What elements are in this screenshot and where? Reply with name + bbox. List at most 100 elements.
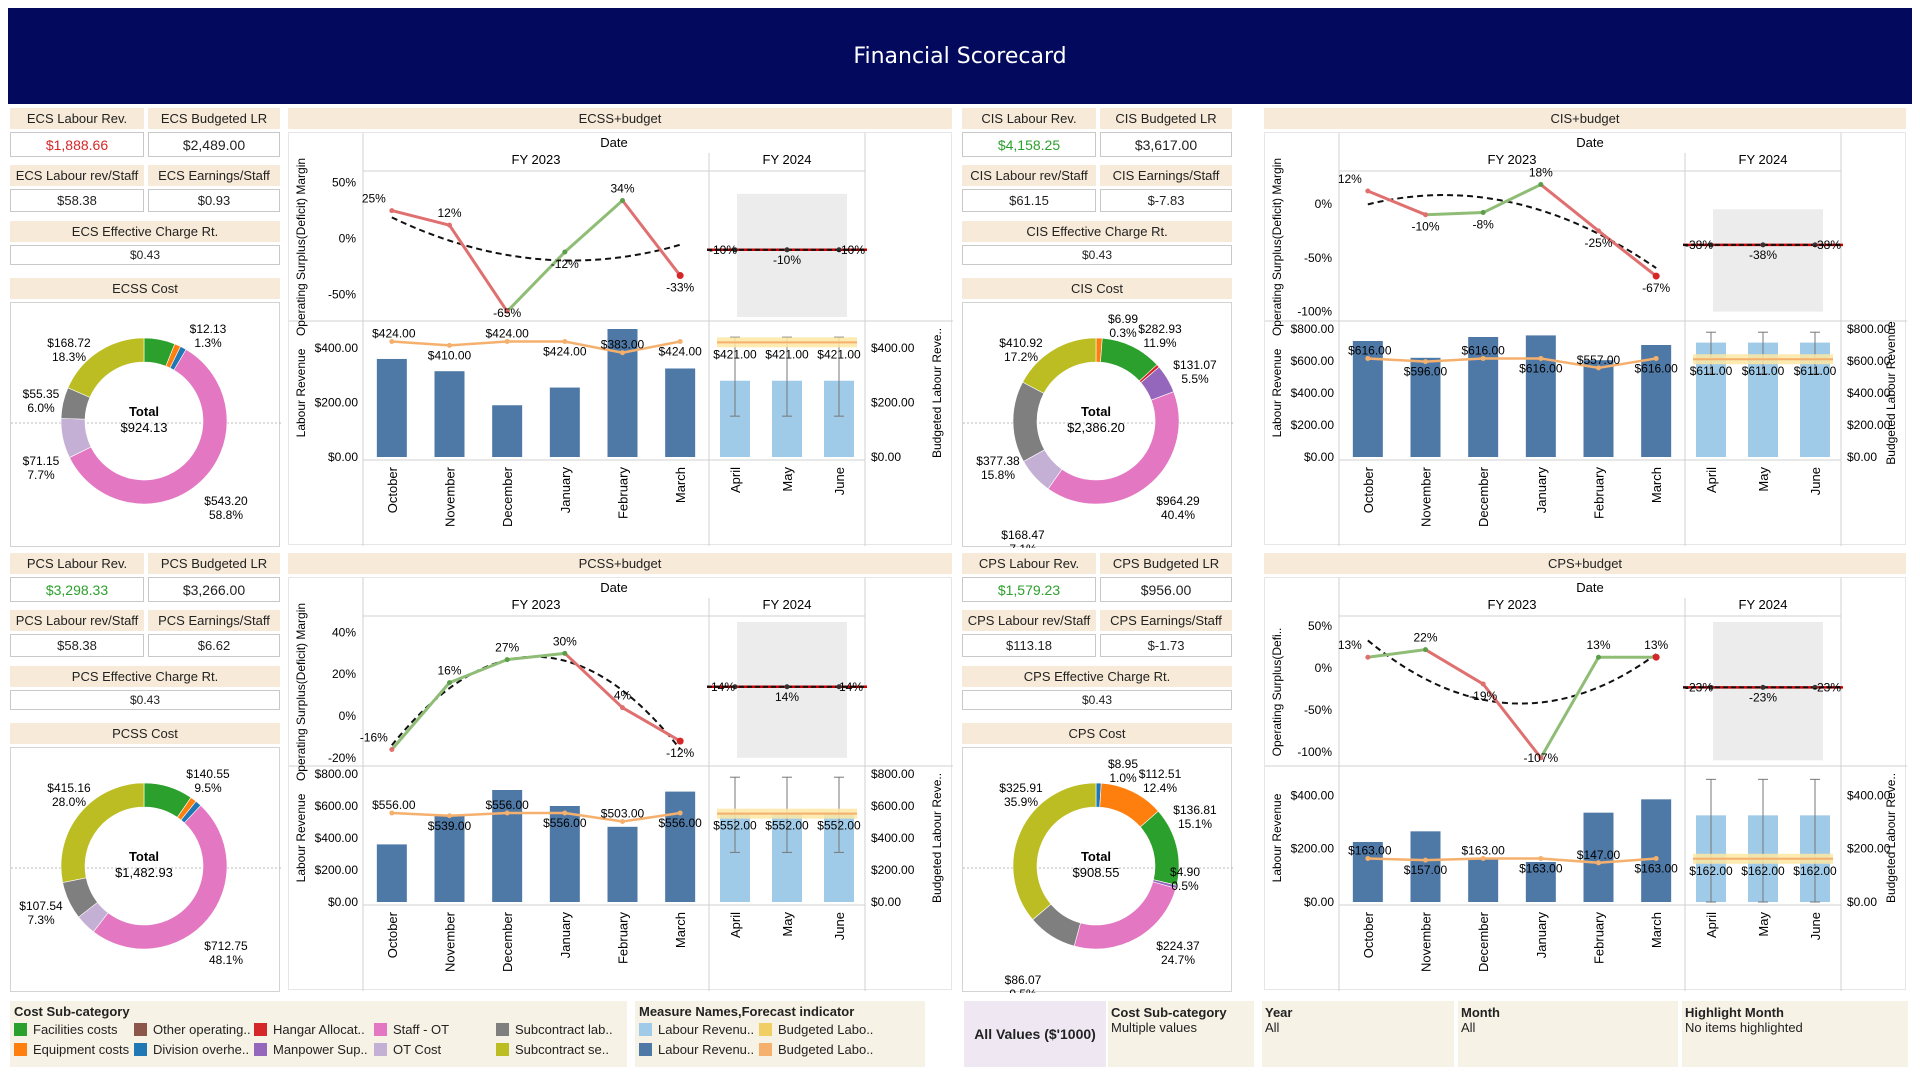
- month-filter[interactable]: Month All: [1458, 1001, 1678, 1067]
- margin-point[interactable]: [1596, 654, 1601, 660]
- margin-point[interactable]: [562, 249, 568, 255]
- donut-slice[interactable]: [1022, 337, 1097, 394]
- revenue-bar[interactable]: [434, 815, 465, 902]
- budget-point[interactable]: [504, 339, 510, 345]
- budget-point[interactable]: [389, 810, 395, 816]
- measure-legend-item[interactable]: Budgeted Labo..: [759, 1022, 873, 1037]
- legend-item[interactable]: Subcontract se..: [496, 1042, 609, 1057]
- margin-forecast-point[interactable]: [1708, 684, 1714, 690]
- budget-point[interactable]: [1653, 355, 1659, 361]
- margin-point[interactable]: [1652, 653, 1660, 661]
- budget-point[interactable]: [620, 350, 625, 356]
- legend-item[interactable]: Division overhe..: [134, 1042, 249, 1057]
- budget-point[interactable]: [504, 810, 510, 816]
- all-values-filter[interactable]: All Values ($'1000): [964, 1001, 1106, 1067]
- donut-slice[interactable]: [1012, 381, 1045, 462]
- budget-point[interactable]: [1596, 365, 1601, 371]
- margin-point[interactable]: [620, 198, 625, 204]
- budget-point[interactable]: [620, 819, 625, 825]
- revenue-bar[interactable]: [549, 387, 580, 457]
- budget-point[interactable]: [1538, 355, 1544, 361]
- margin-point[interactable]: [504, 308, 510, 314]
- margin-point[interactable]: [447, 680, 452, 686]
- legend-item[interactable]: Subcontract lab..: [496, 1022, 613, 1037]
- budget-point[interactable]: [562, 810, 568, 816]
- margin-point[interactable]: [1538, 182, 1544, 188]
- donut-slice[interactable]: [1012, 782, 1097, 921]
- budget-point[interactable]: [1423, 857, 1428, 863]
- revenue-bar[interactable]: [376, 844, 407, 902]
- margin-forecast-point[interactable]: [732, 247, 738, 253]
- budget-point[interactable]: [1480, 355, 1486, 361]
- revenue-bar[interactable]: [492, 790, 523, 902]
- margin-point[interactable]: [1423, 212, 1428, 218]
- revenue-bar[interactable]: [1410, 357, 1441, 457]
- revenue-bar[interactable]: [607, 826, 638, 902]
- budget-point[interactable]: [1538, 856, 1544, 862]
- revenue-bar[interactable]: [665, 791, 696, 902]
- margin-point[interactable]: [1423, 647, 1428, 653]
- budget-point[interactable]: [1365, 856, 1371, 862]
- donut-slice[interactable]: [93, 805, 228, 950]
- budget-point[interactable]: [389, 339, 395, 345]
- margin-point[interactable]: [1365, 188, 1371, 194]
- year-filter[interactable]: Year All: [1262, 1001, 1454, 1067]
- legend-item[interactable]: Other operating..: [134, 1022, 251, 1037]
- margin-forecast-point[interactable]: [784, 247, 790, 253]
- margin-forecast-point[interactable]: [1708, 242, 1714, 248]
- revenue-bar[interactable]: [1410, 831, 1441, 902]
- margin-forecast-point[interactable]: [836, 684, 842, 690]
- margin-forecast-point[interactable]: [1812, 684, 1818, 690]
- budget-point[interactable]: [677, 810, 683, 816]
- revenue-bar[interactable]: [1641, 799, 1672, 902]
- margin-point[interactable]: [389, 746, 395, 752]
- budget-point[interactable]: [1653, 856, 1659, 862]
- legend-item[interactable]: Facilities costs: [14, 1022, 118, 1037]
- donut-slice[interactable]: [67, 337, 145, 398]
- margin-point[interactable]: [504, 657, 510, 663]
- margin-point[interactable]: [676, 272, 684, 280]
- donut-slice[interactable]: [69, 349, 228, 505]
- margin-point[interactable]: [389, 208, 395, 214]
- revenue-bar[interactable]: [1525, 862, 1556, 902]
- margin-point[interactable]: [447, 222, 452, 228]
- margin-point[interactable]: [1538, 755, 1544, 761]
- margin-forecast-point[interactable]: [1812, 242, 1818, 248]
- margin-forecast-point[interactable]: [732, 684, 738, 690]
- revenue-bar[interactable]: [549, 806, 580, 902]
- budget-point[interactable]: [1596, 860, 1601, 866]
- budget-point[interactable]: [1423, 359, 1428, 365]
- revenue-bar[interactable]: [492, 405, 523, 457]
- margin-point[interactable]: [1596, 228, 1601, 234]
- margin-point[interactable]: [620, 705, 625, 711]
- margin-point[interactable]: [1652, 272, 1660, 280]
- donut-slice[interactable]: [1047, 391, 1180, 505]
- budget-point[interactable]: [447, 342, 452, 348]
- legend-item[interactable]: Hangar Allocat..: [254, 1022, 365, 1037]
- measure-legend-item[interactable]: Labour Revenu..: [639, 1042, 754, 1057]
- margin-point[interactable]: [1480, 210, 1486, 216]
- measure-legend-item[interactable]: Labour Revenu..: [639, 1022, 754, 1037]
- legend-item[interactable]: Staff - OT: [374, 1022, 449, 1037]
- budget-point[interactable]: [677, 339, 683, 345]
- measure-legend-item[interactable]: Budgeted Labo..: [759, 1042, 873, 1057]
- highlight-month-filter[interactable]: Highlight Month No items highlighted: [1682, 1001, 1908, 1067]
- margin-forecast-point[interactable]: [1760, 242, 1766, 248]
- revenue-bar[interactable]: [1641, 345, 1672, 457]
- revenue-bar[interactable]: [665, 368, 696, 457]
- budget-point[interactable]: [447, 813, 452, 819]
- donut-slice[interactable]: [60, 782, 145, 883]
- legend-item[interactable]: Equipment costs: [14, 1042, 129, 1057]
- revenue-bar[interactable]: [1525, 335, 1556, 457]
- budget-point[interactable]: [1365, 355, 1371, 361]
- legend-item[interactable]: Manpower Sup..: [254, 1042, 368, 1057]
- margin-forecast-point[interactable]: [1760, 684, 1766, 690]
- revenue-bar[interactable]: [376, 358, 407, 457]
- cost-sub-filter[interactable]: Cost Sub-category Multiple values: [1108, 1001, 1254, 1067]
- revenue-bar[interactable]: [1583, 812, 1614, 902]
- revenue-bar[interactable]: [434, 371, 465, 457]
- margin-point[interactable]: [562, 650, 568, 656]
- margin-point[interactable]: [1365, 654, 1371, 660]
- revenue-bar[interactable]: [1583, 360, 1614, 457]
- revenue-bar[interactable]: [1468, 859, 1499, 902]
